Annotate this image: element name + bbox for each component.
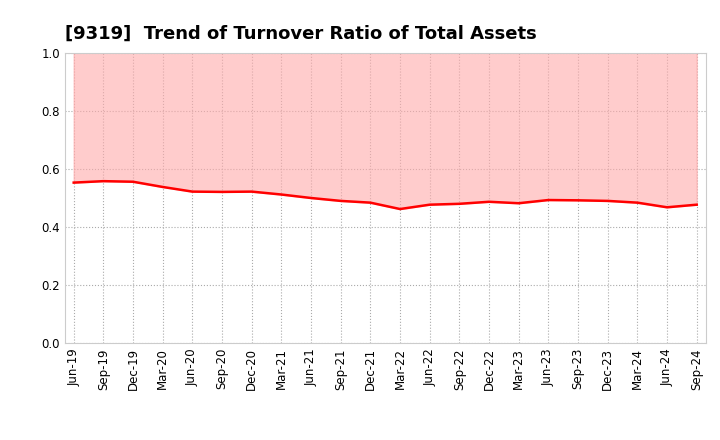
Text: [9319]  Trend of Turnover Ratio of Total Assets: [9319] Trend of Turnover Ratio of Total … [65,25,536,43]
